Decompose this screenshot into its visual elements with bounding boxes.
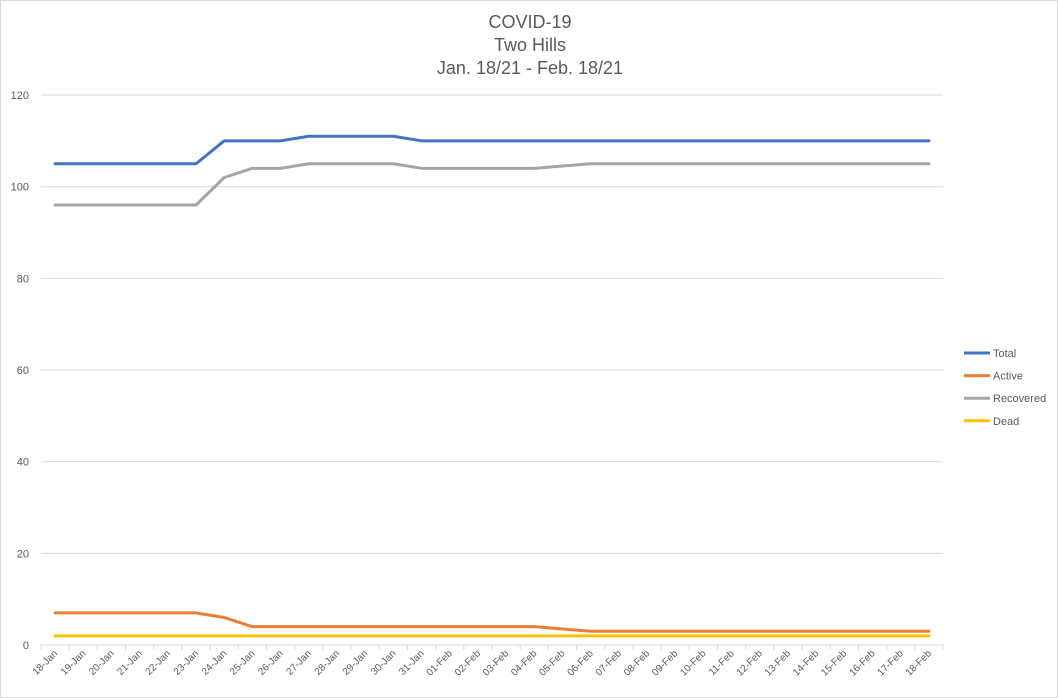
legend-label-recovered: Recovered <box>993 393 1046 405</box>
x-tick-label: 02-Feb <box>453 648 483 678</box>
legend-label-total: Total <box>993 348 1016 360</box>
x-tick-label: 03-Feb <box>481 648 511 678</box>
legend-label-active: Active <box>993 371 1023 383</box>
series-line-total <box>53 134 931 166</box>
x-tick-label: 15-Feb <box>819 648 849 678</box>
x-axis: 18-Jan19-Jan20-Jan21-Jan22-Jan23-Jan24-J… <box>31 644 944 679</box>
x-tick-label: 05-Feb <box>537 648 567 678</box>
legend: Total Active Recovered Dead <box>964 348 1046 428</box>
x-tick-label: 29-Jan <box>341 648 370 677</box>
x-tick-label: 30-Jan <box>369 648 398 677</box>
x-tick-label: 18-Feb <box>904 648 934 678</box>
y-tick-label: 0 <box>23 640 29 652</box>
x-tick-label: 07-Feb <box>594 648 624 678</box>
x-tick-label: 23-Jan <box>172 648 201 677</box>
x-tick-label: 20-Jan <box>87 648 116 677</box>
x-tick-label: 12-Feb <box>735 648 765 678</box>
x-tick-label: 01-Feb <box>425 648 455 678</box>
x-tick-label: 31-Jan <box>397 648 426 677</box>
y-axis: 0 20 40 60 80 100 120 <box>11 90 29 652</box>
x-tick-label: 13-Feb <box>763 648 793 678</box>
chart-title-line-1: COVID-19 <box>488 12 571 32</box>
x-tick-label: 08-Feb <box>622 648 652 678</box>
series-lines <box>53 134 931 638</box>
x-tick-label: 17-Feb <box>876 648 906 678</box>
y-tick-label: 60 <box>17 365 29 377</box>
y-tick-label: 20 <box>17 548 29 560</box>
x-tick-label: 27-Jan <box>285 648 314 677</box>
x-tick-label: 24-Jan <box>200 648 229 677</box>
x-tick-label: 19-Jan <box>59 648 88 677</box>
legend-label-dead: Dead <box>993 416 1019 428</box>
y-tick-label: 80 <box>17 273 29 285</box>
chart-title-line-2: Two Hills <box>494 35 566 55</box>
x-tick-label: 10-Feb <box>678 648 708 678</box>
series-line-recovered <box>53 162 931 207</box>
x-tick-label: 21-Jan <box>115 648 144 677</box>
y-tick-label: 100 <box>11 182 29 194</box>
x-tick-label: 04-Feb <box>509 648 539 678</box>
chart-title: COVID-19 Two Hills Jan. 18/21 - Feb. 18/… <box>437 12 623 78</box>
x-tick-label: 09-Feb <box>650 648 680 678</box>
x-tick-label: 11-Feb <box>707 648 737 678</box>
x-tick-label: 14-Feb <box>791 648 821 678</box>
series-line-active <box>53 611 931 633</box>
x-tick-label: 06-Feb <box>566 648 596 678</box>
x-tick-label: 28-Jan <box>313 648 342 677</box>
x-tick-label: 18-Jan <box>31 648 60 677</box>
x-tick-label: 22-Jan <box>144 648 173 677</box>
chart-title-line-3: Jan. 18/21 - Feb. 18/21 <box>437 58 623 78</box>
x-tick-label: 26-Jan <box>256 648 285 677</box>
x-tick-label: 25-Jan <box>228 648 257 677</box>
y-tick-label: 40 <box>17 457 29 469</box>
y-tick-label: 120 <box>11 90 29 102</box>
gridlines <box>41 94 943 554</box>
x-tick-label: 16-Feb <box>847 648 877 678</box>
